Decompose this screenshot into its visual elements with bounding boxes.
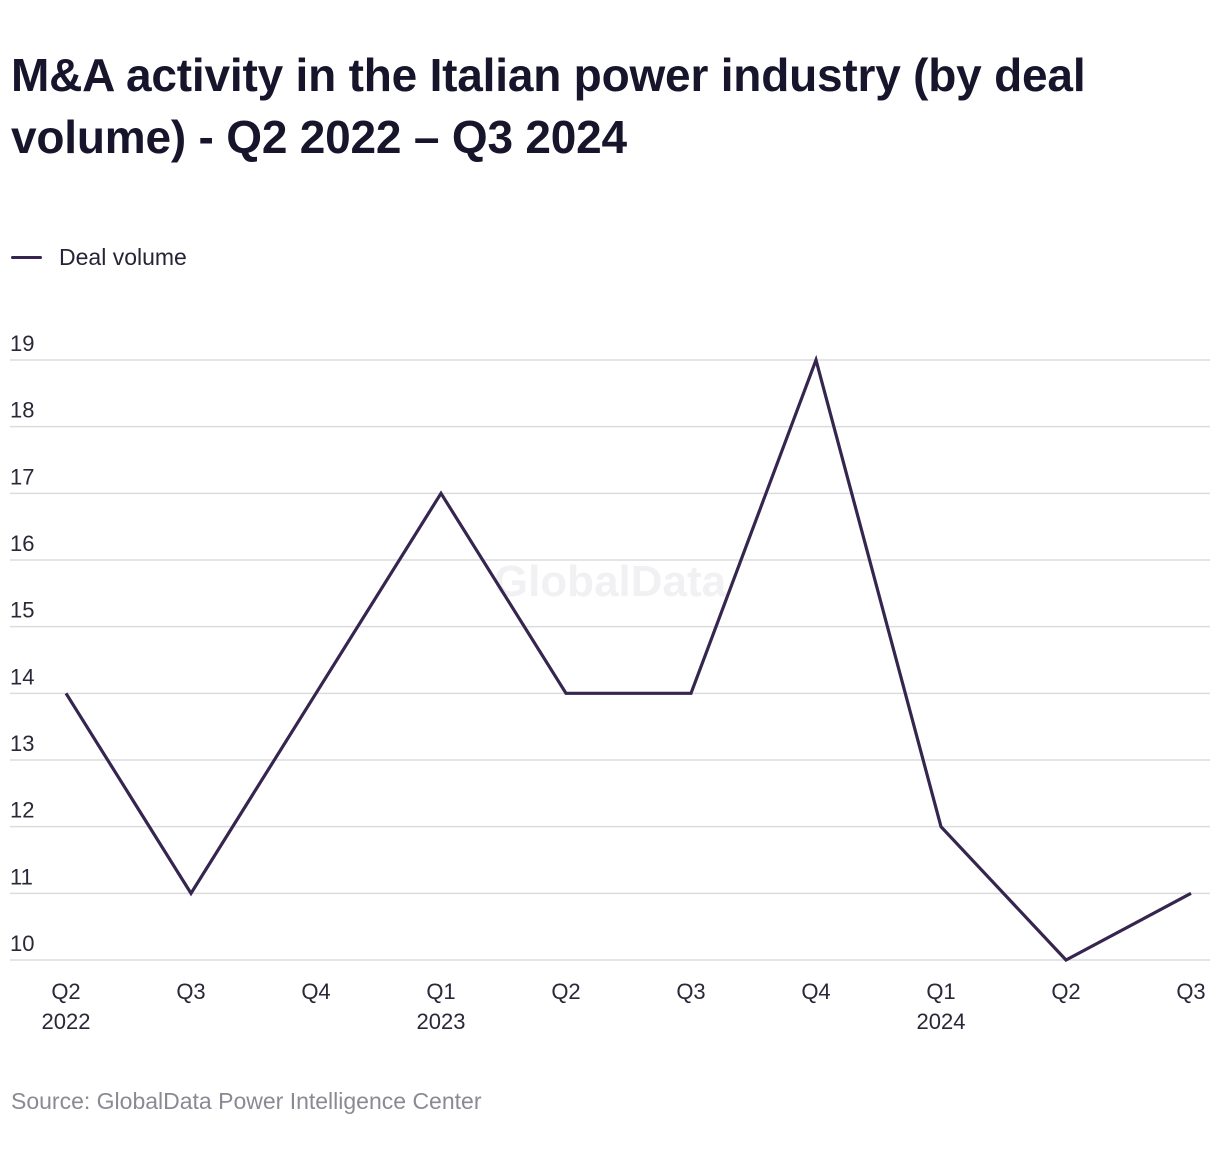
x-tick-label: Q3 [1176,979,1205,1004]
x-tick-label: Q3 [676,979,705,1004]
x-tick-label: Q2 [551,979,580,1004]
watermark: GlobalData [494,557,727,606]
x-tick-label: Q2 [1051,979,1080,1004]
x-axis-ticks: Q2 2022 Q3 Q4 Q1 2023 Q2 Q3 Q4 Q1 2024 Q2 Q3 [42,979,1206,1034]
series-line-deal-volume [64,354,1192,962]
y-tick-label: 15 [10,598,34,623]
series-layer [64,354,1192,962]
y-tick-label: 10 [10,931,34,956]
x-tick-label: Q3 [176,979,205,1004]
y-tick-label: 13 [10,731,34,756]
y-tick-label: 17 [10,464,34,489]
x-tick-label: Q1 [426,979,455,1004]
y-axis-ticks: 10 11 12 13 14 15 16 17 18 19 [10,331,34,956]
y-tick-label: 14 [10,664,34,689]
y-tick-label: 18 [10,398,34,423]
x-tick-year-label: 2024 [917,1009,966,1034]
legend-swatch [11,255,42,259]
chart-title: M&A activity in the Italian power indust… [11,49,1086,163]
grid-lines [10,359,1210,961]
x-tick-label: Q4 [301,979,330,1004]
legend-label: Deal volume [59,243,187,270]
y-tick-label: 19 [10,331,34,356]
y-tick-label: 11 [10,864,33,889]
x-tick-year-label: 2023 [417,1009,466,1034]
source-note: Source: GlobalData Power Intelligence Ce… [11,1088,482,1114]
x-tick-year-label: 2022 [42,1009,91,1034]
x-tick-label: Q4 [801,979,830,1004]
y-tick-label: 16 [10,531,34,556]
x-tick-label: Q2 [51,979,80,1004]
x-tick-label: Q1 [926,979,955,1004]
y-tick-label: 12 [10,798,34,823]
legend: Deal volume [11,242,187,272]
